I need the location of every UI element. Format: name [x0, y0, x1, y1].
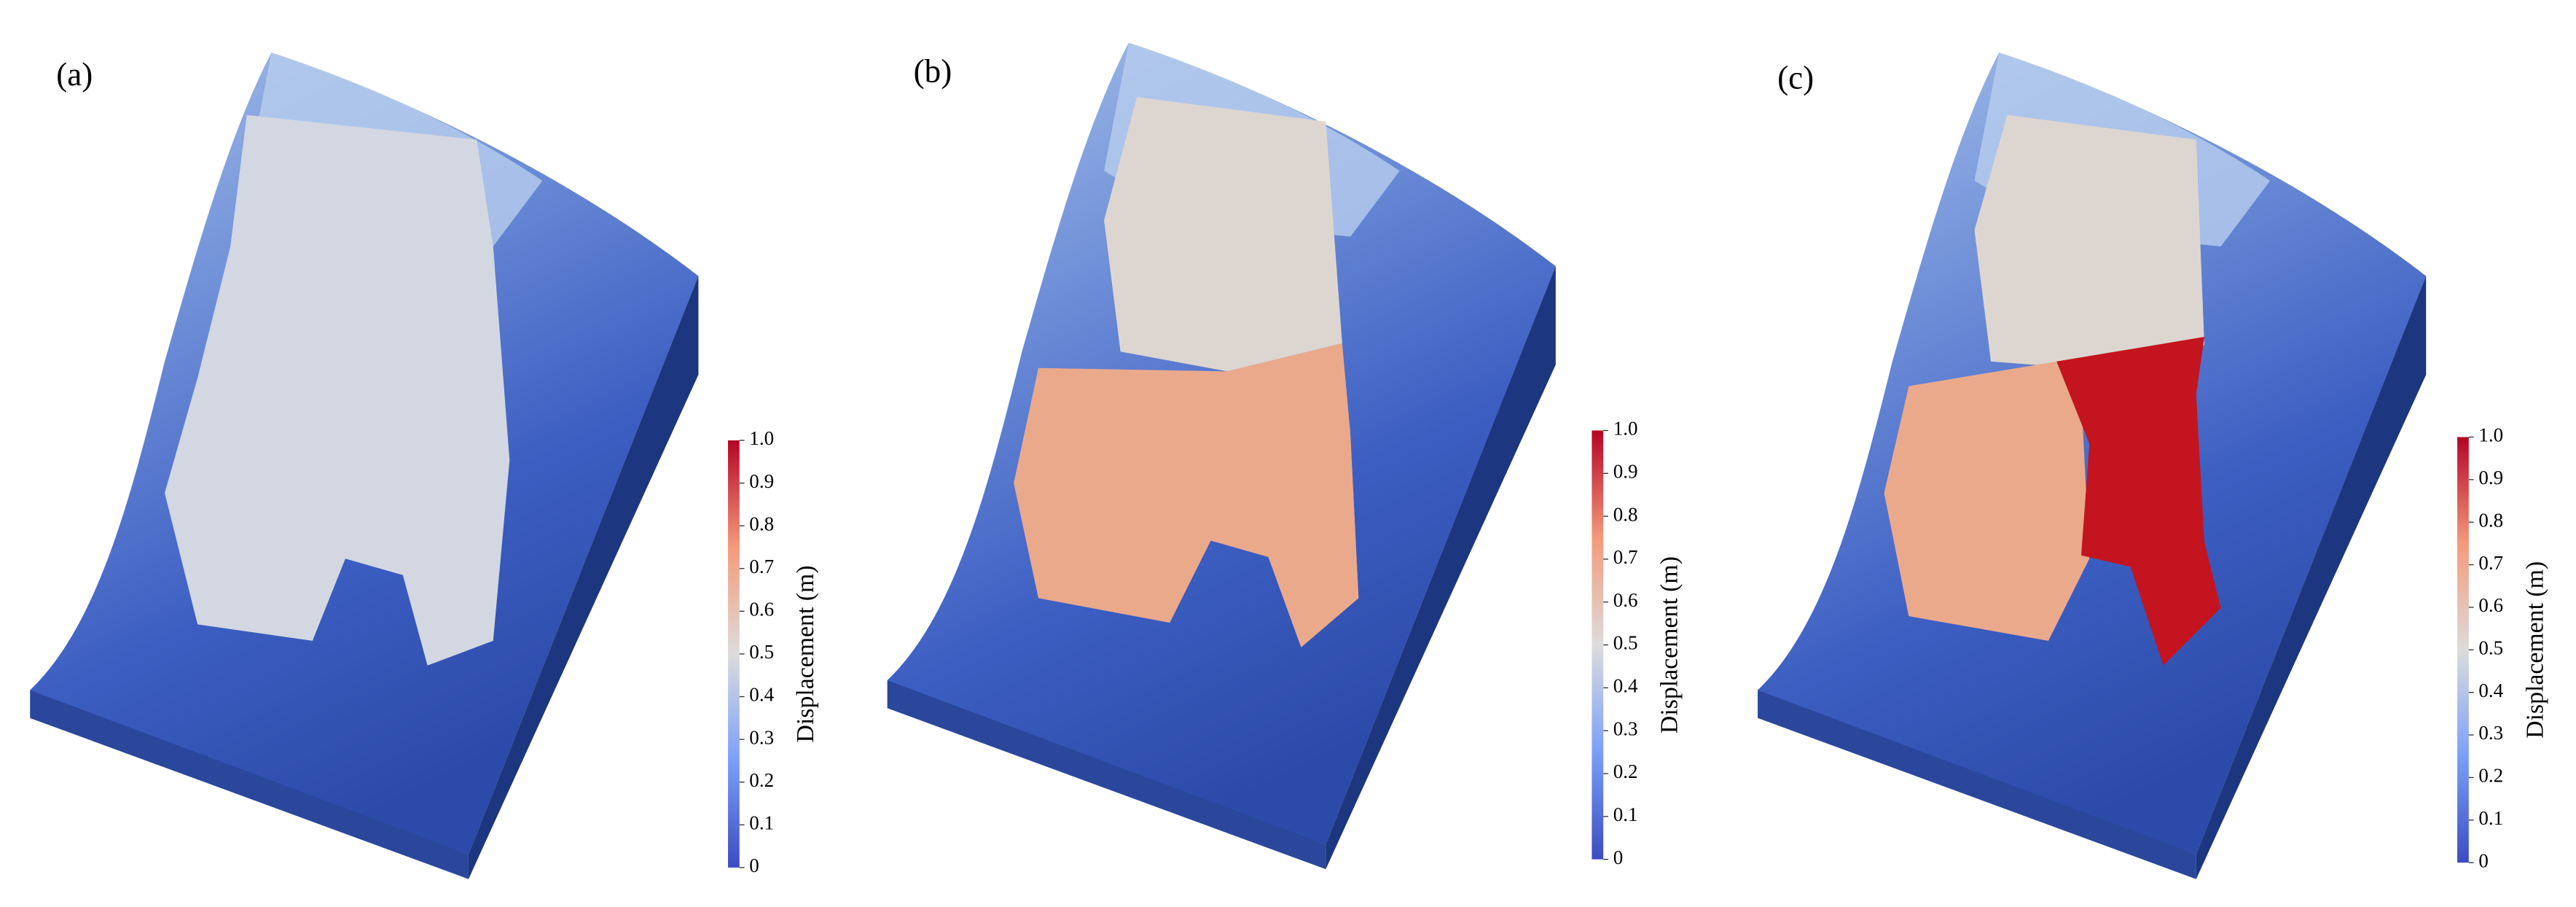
panel-b: (b) [887, 42, 1556, 870]
panel-c: (c) [1758, 52, 2427, 879]
colorbar-tick-label: 0.5 [749, 641, 774, 663]
colorbar-tick-label: 0.5 [2478, 637, 2503, 659]
colorbar-tick-label: 0.8 [749, 513, 774, 534]
colorbar-tick-label: 1.0 [2478, 424, 2503, 446]
colorbar-tick-label: 0.9 [2478, 467, 2503, 488]
colorbar-tick-label: 0.1 [1613, 803, 1638, 825]
colorbar-tick-label: 0.8 [1613, 503, 1638, 525]
colorbar-tick-label: 0.6 [1613, 589, 1638, 611]
colorbar-tick-label: 0.7 [1613, 546, 1638, 568]
panel-label: (a) [56, 56, 93, 93]
colorbar-tick-label: 0.1 [2478, 807, 2503, 829]
colorbar-tick-label: 0.2 [2478, 765, 2503, 787]
colorbar-tick-label: 0.3 [749, 726, 774, 748]
colorbar-tick-label: 0.3 [2478, 722, 2503, 744]
colorbar-tick-label: 0.4 [2478, 680, 2503, 701]
colorbar-tick-label: 0 [749, 855, 759, 876]
colorbar-tick-label: 0.3 [1613, 717, 1638, 739]
colorbar-tick-label: 0.4 [1613, 675, 1638, 697]
panel-a: (a) [30, 52, 699, 879]
colorbar-tick-label: 0.2 [749, 769, 774, 791]
colorbar-title: Displacement (m) [792, 565, 819, 742]
colorbar [2457, 437, 2469, 863]
colorbar-tick-label: 0.5 [1613, 632, 1638, 654]
colorbar-tick-label: 0.7 [2478, 552, 2503, 574]
colorbar [728, 440, 740, 868]
colorbar-tick-label: 1.0 [1613, 418, 1638, 440]
colorbar-tick-label: 0.1 [749, 812, 774, 834]
panel-label: (b) [914, 53, 952, 90]
colorbar-tick-label: 0 [2478, 849, 2489, 871]
colorbar-tick-label: 0.6 [749, 599, 774, 620]
colorbar-tick-label: 0.6 [2478, 594, 2503, 616]
panel-label: (c) [1777, 60, 1814, 96]
colorbar-title: Displacement (m) [1656, 556, 1683, 733]
colorbar-tick-label: 0.7 [749, 556, 774, 577]
colorbar-tick-label: 0.2 [1613, 760, 1638, 782]
colorbar-tick-label: 0.4 [749, 684, 774, 706]
colorbar-tick-label: 0.9 [749, 470, 774, 492]
colorbar-tick-label: 0 [1613, 846, 1624, 868]
colorbar-tick-label: 1.0 [749, 427, 774, 449]
colorbar-tick-label: 0.9 [1613, 460, 1638, 482]
colorbar [1592, 430, 1604, 860]
colorbar-tick-label: 0.8 [2478, 509, 2503, 531]
colorbar-title: Displacement (m) [2521, 561, 2548, 739]
